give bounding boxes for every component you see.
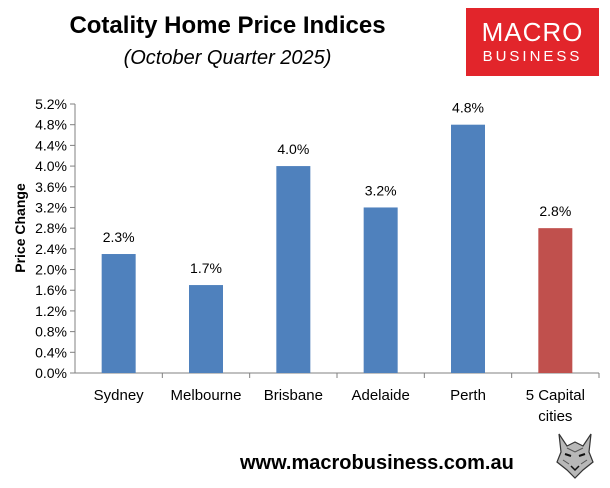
y-tick-label: 4.8% bbox=[35, 117, 67, 133]
x-tick-label: Brisbane bbox=[264, 387, 323, 404]
x-tick-label: cities bbox=[538, 408, 572, 425]
data-label: 2.8% bbox=[539, 203, 571, 219]
data-label: 4.8% bbox=[452, 100, 484, 116]
y-tick-label: 0.0% bbox=[35, 365, 67, 381]
wolf-icon bbox=[553, 430, 597, 480]
bar-melbourne bbox=[189, 285, 223, 373]
y-tick-label: 1.6% bbox=[35, 282, 67, 298]
logo-line-2: BUSINESS bbox=[482, 48, 583, 65]
x-tick-label: Perth bbox=[450, 387, 486, 404]
bar-adelaide bbox=[363, 207, 398, 373]
y-tick-label: 2.8% bbox=[35, 220, 67, 236]
data-label: 2.3% bbox=[103, 229, 135, 245]
bar-sydney bbox=[101, 254, 136, 373]
y-tick-label: 3.2% bbox=[35, 199, 67, 215]
x-tick-label: Melbourne bbox=[171, 387, 242, 404]
y-tick-label: 4.4% bbox=[35, 137, 67, 153]
bar-chart: 0.0% 0.4% 0.8% 1.2% 1.6% 2.0% 2.4% 2.8% 3.2% 3.6%… bbox=[35, 96, 600, 425]
bar-5-capital-cities bbox=[538, 228, 573, 373]
chart-subtitle: (October Quarter 2025) bbox=[123, 47, 332, 69]
y-tick-label: 0.4% bbox=[35, 344, 67, 360]
x-tick-label: Adelaide bbox=[351, 387, 409, 404]
bar-perth bbox=[451, 124, 485, 373]
y-tick-label: 5.2% bbox=[35, 96, 67, 112]
y-tick-label: 4.0% bbox=[35, 158, 67, 174]
y-tick-label: 0.8% bbox=[35, 324, 67, 340]
y-tick-label: 2.4% bbox=[35, 241, 67, 257]
x-tick-label: Sydney bbox=[94, 387, 145, 404]
logo-line-1: MACRO bbox=[481, 17, 584, 47]
x-tick-label: 5 Capital bbox=[526, 387, 585, 404]
y-tick-label: 1.2% bbox=[35, 303, 67, 319]
website-url: www.macrobusiness.com.au bbox=[240, 452, 514, 474]
y-tick-label: 3.6% bbox=[35, 179, 67, 195]
bar-brisbane bbox=[276, 166, 311, 373]
chart-title: Cotality Home Price Indices bbox=[69, 12, 386, 39]
macrobusiness-logo: MACRO BUSINESS bbox=[466, 8, 599, 76]
data-label: 4.0% bbox=[277, 141, 309, 157]
data-label: 3.2% bbox=[365, 182, 397, 198]
y-tick-label: 2.0% bbox=[35, 262, 67, 278]
data-label: 1.7% bbox=[190, 260, 222, 276]
